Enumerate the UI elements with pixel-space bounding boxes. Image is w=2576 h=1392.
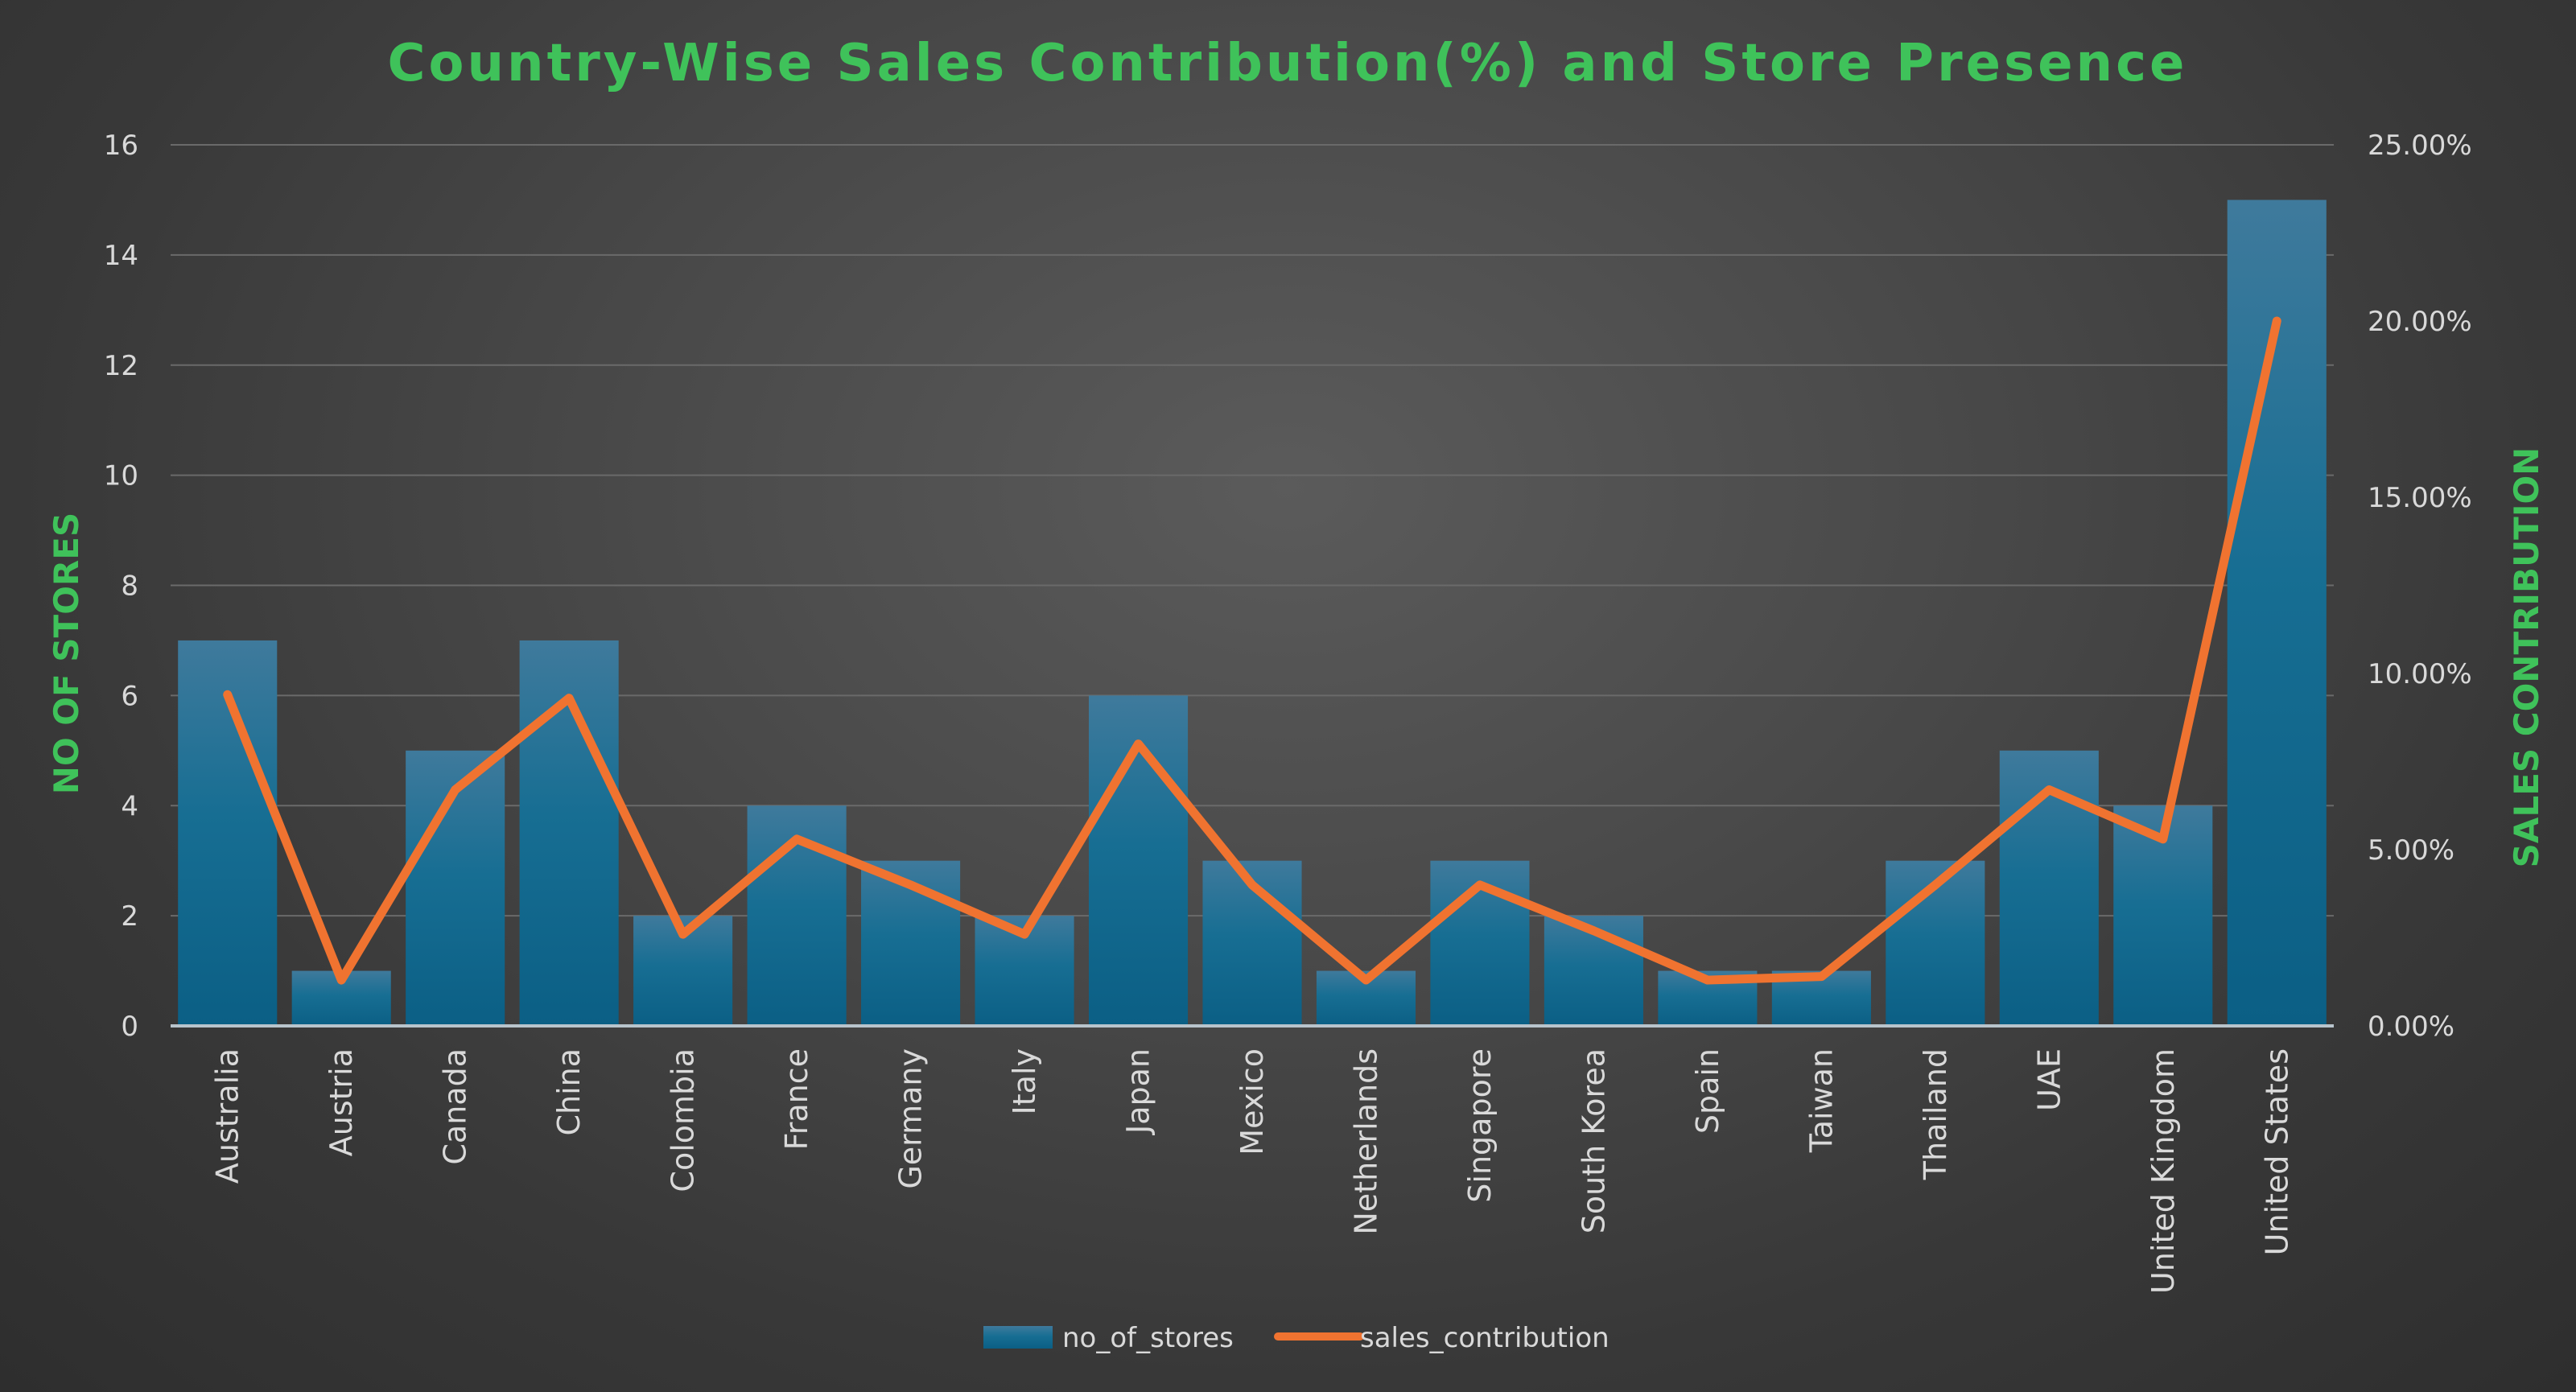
category-label: Australia xyxy=(210,1048,245,1184)
y2-tick-label: 20.00% xyxy=(2368,306,2472,338)
y-tick-label: 12 xyxy=(104,350,138,382)
bar-uae xyxy=(1999,750,2099,1026)
y-tick-label: 16 xyxy=(104,130,138,162)
line-point xyxy=(568,697,571,699)
y2-tick-label: 0.00% xyxy=(2368,1011,2454,1043)
legend: no_of_stores sales_contribution xyxy=(983,1322,1609,1354)
category-label: Mexico xyxy=(1234,1048,1270,1155)
y-axis-title: NO OF STORES xyxy=(47,513,86,794)
chart-title: Country-Wise Sales Contribution(%) and S… xyxy=(388,34,2188,93)
y2-tick-label: 25.00% xyxy=(2368,130,2472,162)
category-label: South Korea xyxy=(1576,1048,1611,1233)
category-label: UAE xyxy=(2031,1048,2067,1111)
y-tick-label: 14 xyxy=(104,240,138,272)
category-label: China xyxy=(551,1048,587,1136)
line-series xyxy=(223,316,2281,985)
category-label: Taiwan xyxy=(1803,1048,1839,1153)
line-point xyxy=(2048,789,2050,791)
y-tick-label: 0 xyxy=(121,1011,138,1043)
line-point xyxy=(1365,979,1367,982)
category-label: United Kingdom xyxy=(2145,1048,2181,1294)
y-tick-label: 10 xyxy=(104,460,138,492)
category-label: Germany xyxy=(893,1048,929,1189)
category-label: Colombia xyxy=(666,1048,701,1192)
line-point xyxy=(909,883,912,886)
line-point xyxy=(2276,320,2278,322)
bar-series xyxy=(178,200,2327,1026)
category-label: Canada xyxy=(438,1048,473,1165)
line-point xyxy=(1706,979,1708,982)
line-point xyxy=(1251,883,1253,886)
legend-label-sales-contribution: sales_contribution xyxy=(1360,1322,1609,1354)
category-label: France xyxy=(779,1048,814,1150)
line-point xyxy=(454,789,456,791)
line-point xyxy=(1593,929,1595,932)
line-point xyxy=(340,979,343,982)
line-point xyxy=(1934,883,1936,886)
y-tick-label: 2 xyxy=(121,900,138,933)
y-tick-label: 6 xyxy=(121,680,138,712)
y-tick-label: 8 xyxy=(121,570,138,603)
line-point xyxy=(1137,743,1140,745)
line-point xyxy=(2162,838,2164,840)
category-label: Spain xyxy=(1690,1048,1725,1134)
legend-label-no-of-stores: no_of_stores xyxy=(1062,1322,1234,1354)
category-label: United States xyxy=(2259,1048,2294,1255)
category-label: Italy xyxy=(1007,1048,1042,1114)
line-point xyxy=(1024,933,1026,936)
legend-swatch-no-of-stores xyxy=(983,1326,1053,1349)
line-point xyxy=(1820,975,1823,978)
y-tick-label: 4 xyxy=(121,790,138,822)
line-point xyxy=(226,694,229,696)
category-label: Singapore xyxy=(1462,1048,1498,1203)
category-label: Thailand xyxy=(1918,1048,1953,1180)
y2-tick-label: 10.00% xyxy=(2368,658,2472,690)
line-point xyxy=(1478,883,1481,886)
category-label: Netherlands xyxy=(1348,1048,1383,1235)
axes: 0 2 4 6 8 10 12 14 16 0.00% 5.00% 10.00% 15.00% 20.00… xyxy=(47,130,2546,1294)
line-point xyxy=(796,838,798,840)
y2-tick-label: 15.00% xyxy=(2368,482,2472,514)
y2-axis-title: SALES CONTRIBUTION xyxy=(2507,447,2546,868)
y2-tick-label: 5.00% xyxy=(2368,834,2454,867)
category-label: Japan xyxy=(1121,1048,1156,1135)
category-label: Austria xyxy=(324,1048,359,1156)
line-point xyxy=(682,933,684,936)
